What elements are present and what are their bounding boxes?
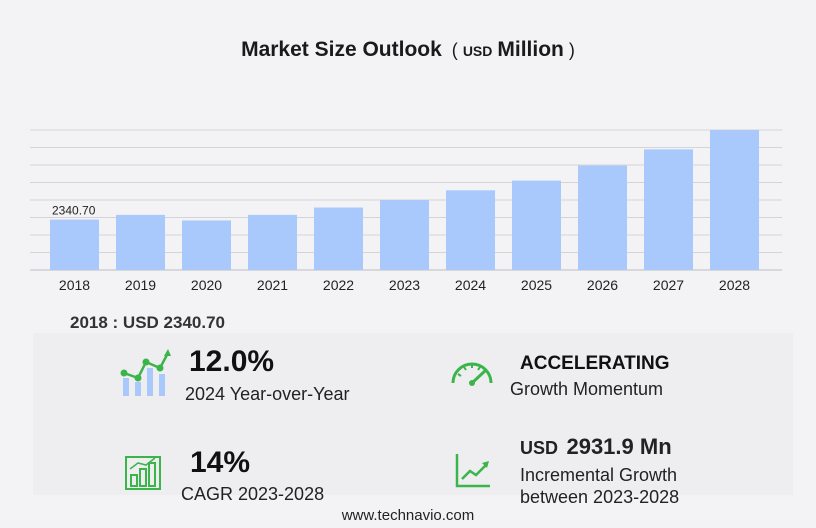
bar-2020	[182, 220, 231, 270]
growth-chart-icon	[120, 349, 171, 396]
x-tick-label: 2024	[455, 277, 486, 293]
incremental-value-row: USD 2931.9 Mn	[520, 434, 672, 460]
bar-2026	[578, 165, 627, 270]
trend-line-icon	[455, 454, 490, 488]
data-label: 2340.70	[52, 204, 96, 218]
bar-2018	[50, 219, 99, 270]
incremental-label-2: between 2023-2028	[520, 487, 680, 507]
cagr-label: CAGR 2023-2028	[181, 484, 325, 504]
chart-labels: 2018 2019 2020 2021 2022 2023 2024 2025 2026 2027…	[52, 204, 750, 293]
chart-unit: ( USD Million )	[451, 38, 575, 61]
x-tick-label: 2020	[191, 277, 222, 293]
incremental-currency: USD	[520, 438, 559, 458]
speedometer-icon	[451, 362, 493, 386]
bar-2021	[248, 214, 297, 270]
bar-2028	[710, 130, 759, 270]
chart-title: Market Size Outlook ( USD Million )	[0, 38, 816, 62]
momentum-value: ACCELERATING	[520, 353, 670, 374]
cagr-value: 14%	[190, 446, 251, 479]
incremental-label-1: Incremental Growth	[520, 465, 678, 485]
x-tick-label: 2026	[587, 277, 618, 293]
x-tick-label: 2018	[59, 277, 90, 293]
chart-bars	[50, 130, 759, 270]
incremental-value: 2931.9 Mn	[566, 434, 672, 459]
unit-name: Million	[497, 38, 564, 61]
bar-chart: 2018 2019 2020 2021 2022 2023 2024 2025 2026 2027…	[30, 129, 782, 293]
x-tick-label: 2025	[521, 277, 552, 293]
x-tick-label: 2027	[653, 277, 684, 293]
yoy-value: 12.0%	[189, 345, 275, 378]
momentum-label: Growth Momentum	[510, 379, 664, 399]
x-tick-label: 2019	[125, 277, 156, 293]
x-tick-label: 2022	[323, 277, 354, 293]
yoy-label: 2024 Year-over-Year	[185, 384, 350, 404]
bar-2025	[512, 180, 561, 270]
unit-code: USD	[462, 43, 493, 59]
x-tick-label: 2021	[257, 277, 288, 293]
base-year-summary: 2018 : USD 2340.70	[70, 313, 225, 332]
chart-title-text: Market Size Outlook	[241, 38, 442, 61]
x-tick-label: 2028	[719, 277, 750, 293]
bar-chart-icon	[125, 456, 161, 490]
bar-2024	[446, 190, 495, 270]
footer-url: www.technavio.com	[341, 507, 475, 524]
bar-2023	[380, 200, 429, 270]
x-tick-label: 2023	[389, 277, 420, 293]
bar-2022	[314, 207, 363, 270]
bar-2027	[644, 149, 693, 270]
bar-2019	[116, 214, 165, 270]
